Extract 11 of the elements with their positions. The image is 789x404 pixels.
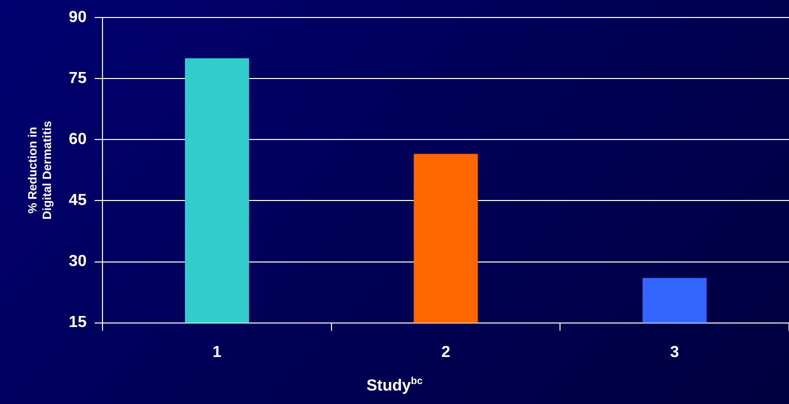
y-axis-title: % Reduction in Digital Dermatitis bbox=[26, 120, 54, 220]
x-tick-label: 3 bbox=[670, 344, 680, 361]
y-tick-label: 45 bbox=[68, 192, 87, 210]
x-tick-label: 1 bbox=[212, 344, 222, 361]
y-tick-label: 30 bbox=[68, 253, 87, 270]
x-tick-label: 2 bbox=[441, 344, 450, 361]
y-tick-label: 90 bbox=[68, 9, 87, 26]
y-tick-label: 60 bbox=[68, 131, 87, 148]
y-tick-label: 75 bbox=[68, 70, 87, 88]
y-tick-label: 15 bbox=[68, 314, 87, 332]
x-axis-title: Study$^{bc}$ bbox=[365, 376, 424, 396]
